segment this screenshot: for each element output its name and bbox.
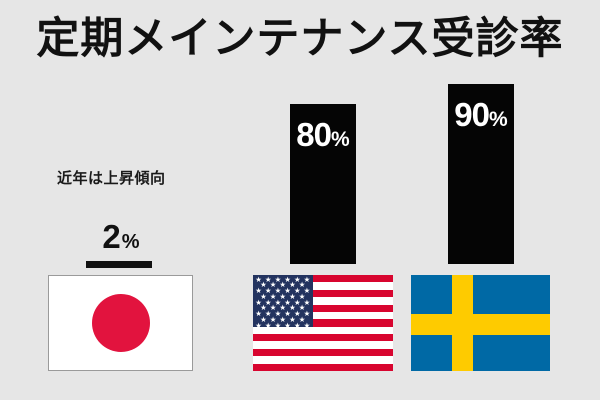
usa-flag-star-row: ★ ★ ★ ★ ★ ★ [255, 297, 311, 307]
japan-flag-disc [91, 294, 150, 352]
usa-flag-star-row: ★ ★ ★ ★ ★ [260, 314, 306, 324]
usa-flag-star-row: ★ ★ ★ ★ ★ ★ [255, 309, 311, 319]
usa-flag-stripe [253, 334, 393, 342]
usa-flag-stripe [253, 289, 393, 298]
japan-percent-sign: % [121, 231, 140, 253]
usa-value-number: 80 [296, 116, 332, 153]
usa-flag-star-row: ★ ★ ★ ★ ★ [260, 280, 306, 290]
usa-flag-stripe [253, 348, 393, 357]
usa-flag-canton: ★ ★ ★ ★ ★ ★ ★ ★ ★ ★ ★ ★ ★ ★ ★ ★ ★ ★ ★ ★ ★ ★… [253, 275, 313, 327]
usa-flag-star-row: ★ ★ ★ ★ ★ ★ [255, 286, 311, 296]
usa-value-bar: 80% [290, 104, 356, 264]
page-title: 定期メインテナンス受診率 [36, 15, 564, 63]
usa-flag-stripe [253, 275, 393, 283]
japan-value-number: 2 [102, 218, 121, 255]
japan-value-label: 2% [102, 220, 139, 253]
usa-flag-star-row: ★ ★ ★ ★ ★ ★ [255, 320, 311, 327]
usa-flag-stripe [253, 363, 393, 371]
usa-percent-sign: % [331, 128, 350, 151]
japan-value-wrap: 2% [48, 220, 194, 253]
usa-flag-star-row: ★ ★ ★ ★ ★ [260, 303, 306, 313]
usa-flag-stripe [253, 304, 393, 312]
usa-value-label: 80% [290, 104, 356, 151]
usa-flag-star-row: ★ ★ ★ ★ ★ [260, 291, 306, 301]
sweden-flag-cross-horizontal [411, 314, 550, 335]
sweden-value-bar: 90% [448, 84, 514, 264]
sweden-value-label: 90% [448, 84, 514, 131]
trend-annotation: 近年は上昇傾向 [57, 170, 166, 187]
sweden-percent-sign: % [489, 108, 508, 131]
usa-flag-stripe [253, 319, 393, 327]
sweden-flag-cross-vertical [452, 275, 473, 371]
usa-flag-star-row: ★ ★ ★ ★ ★ ★ [255, 275, 311, 284]
japan-value-underline [86, 261, 152, 268]
usa-flag: ★ ★ ★ ★ ★ ★ ★ ★ ★ ★ ★ ★ ★ ★ ★ ★ ★ ★ ★ ★ ★ ★… [253, 275, 393, 371]
japan-flag [48, 275, 193, 371]
sweden-flag [411, 275, 550, 371]
sweden-value-number: 90 [454, 96, 490, 133]
